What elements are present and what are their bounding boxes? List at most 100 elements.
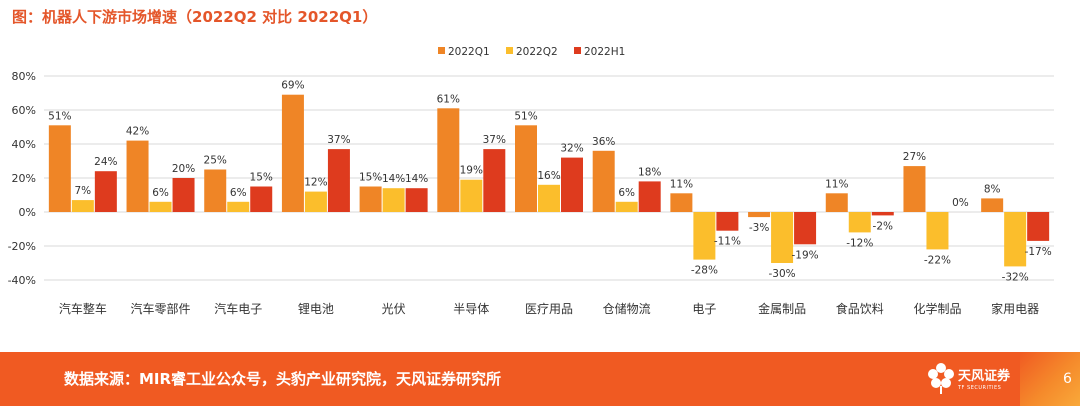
x-tick-label: 半导体: [453, 302, 489, 316]
bar-2022H1: [1027, 212, 1050, 241]
x-tick-label: 食品饮料: [836, 301, 884, 316]
y-tick-label: 0%: [19, 206, 36, 219]
logo-name: 天风证券: [958, 369, 1011, 384]
bar-2022Q1: [437, 108, 460, 212]
data-label: -12%: [846, 237, 873, 249]
data-label: 37%: [327, 134, 350, 146]
legend-swatch: [438, 47, 445, 54]
x-tick-label: 仓储物流: [603, 301, 651, 316]
legend-label: 2022Q2: [516, 46, 558, 58]
x-tick-label: 电子: [692, 302, 716, 316]
bar-2022Q1: [204, 169, 227, 212]
bars: [48, 94, 1050, 267]
logo-subtitle: TF SECURITIES: [958, 385, 1002, 391]
x-tick-label: 汽车零部件: [131, 301, 191, 316]
data-labels: 51%7%24%42%6%20%25%6%15%69%12%37%15% 14% 1…: [48, 80, 1052, 284]
data-label: -19%: [792, 249, 819, 261]
data-label: 7%: [75, 185, 92, 197]
data-label: 32%: [560, 143, 583, 155]
y-tick-label: 60%: [12, 104, 36, 117]
bar-2022Q2: [693, 212, 716, 260]
bar-2022Q2: [227, 201, 250, 212]
legend-label: 2022H1: [584, 46, 625, 58]
data-label: 14%: [382, 173, 405, 185]
bar-2022Q1: [126, 140, 149, 212]
bar-2022H1: [250, 186, 273, 212]
data-label: 61%: [437, 93, 460, 105]
legend-swatch: [574, 47, 581, 54]
y-tick-label: -20%: [8, 240, 36, 253]
data-label: -17%: [1025, 246, 1052, 258]
bar-2022Q1: [359, 186, 382, 212]
data-label: 15%: [359, 172, 382, 184]
legend-swatch: [506, 47, 513, 54]
data-label: 69%: [281, 80, 304, 92]
bar-2022Q1: [515, 125, 537, 212]
data-label: 51%: [48, 110, 71, 122]
y-axis: -40% -20% 0% 20% 40% 60% 80%: [8, 70, 36, 287]
bar-2022Q1: [748, 212, 771, 218]
bar-2022H1: [483, 149, 506, 212]
bar-2022H1: [794, 212, 817, 245]
data-label: 14%: [405, 173, 428, 185]
bar-2022H1: [561, 157, 583, 212]
data-label: 19%: [460, 165, 483, 177]
bar-2022Q2: [771, 212, 794, 263]
data-label: 15%: [250, 172, 273, 184]
data-label: 6%: [618, 187, 635, 199]
data-label: 12%: [304, 177, 327, 189]
y-tick-label: 20%: [12, 172, 36, 185]
x-tick-label: 汽车电子: [214, 301, 262, 316]
y-tick-label: 40%: [12, 138, 36, 151]
data-label: -32%: [1002, 271, 1029, 283]
bar-2022Q2: [460, 179, 483, 212]
bar-2022Q1: [670, 193, 693, 212]
bar-chart: -40%-20%0%20%40%60%80% 51%7%24%42%6%20%2…: [8, 46, 1054, 316]
data-label: 6%: [230, 187, 247, 199]
bar-2022H1: [94, 171, 117, 212]
data-label: 18%: [638, 166, 661, 178]
chart-title: 图：机器人下游市场增速（2022Q2 对比 2022Q1）: [12, 8, 378, 26]
bar-2022Q1: [592, 150, 615, 212]
bar-2022Q2: [538, 184, 560, 212]
bar-2022H1: [716, 212, 739, 231]
data-label: 25%: [204, 155, 227, 167]
bar-2022H1: [871, 212, 894, 216]
bar-2022Q2: [926, 212, 949, 250]
bar-2022Q2: [615, 201, 638, 212]
data-source: 数据来源：MIR睿工业公众号，头豹产业研究院，天风证券研究所: [64, 370, 502, 388]
footer-decoration: [1020, 352, 1080, 406]
data-label: 11%: [825, 178, 848, 190]
data-label: 8%: [984, 183, 1001, 195]
bar-2022Q2: [149, 201, 172, 212]
y-tick-label: -40%: [8, 274, 36, 287]
data-label: 36%: [592, 136, 615, 148]
bar-2022Q2: [848, 212, 871, 233]
x-tick-label: 锂电池: [298, 301, 334, 316]
data-label: 24%: [94, 156, 117, 168]
x-axis: 汽车整车 汽车零部件 汽车电子 锂电池 光伏 半导体 医疗用品 仓储物流 电子 金属制品 食品饮料 化…: [59, 301, 1039, 316]
x-tick-label: 医疗用品: [525, 302, 573, 316]
flower-icon: [928, 363, 954, 394]
x-tick-label: 家用电器: [991, 301, 1039, 316]
bar-2022Q2: [304, 191, 327, 212]
data-label: 6%: [152, 187, 169, 199]
footer-bar: 数据来源：MIR睿工业公众号，头豹产业研究院，天风证券研究所 天风证券 TF S…: [0, 352, 1080, 406]
data-label: 51%: [514, 110, 537, 122]
bar-2022Q2: [71, 200, 94, 212]
bar-2022H1: [327, 149, 350, 212]
data-label: 27%: [903, 151, 926, 163]
data-label: -2%: [873, 220, 893, 232]
bar-2022Q1: [281, 94, 304, 212]
data-label: 11%: [670, 178, 693, 190]
bar-2022Q2: [1004, 212, 1027, 267]
bar-2022Q2: [382, 188, 405, 212]
bar-2022H1: [638, 181, 661, 212]
page-number: 6: [1063, 371, 1072, 387]
data-label: -22%: [924, 254, 951, 266]
bar-2022Q1: [981, 198, 1004, 212]
data-label: -11%: [714, 236, 741, 248]
data-label: 20%: [172, 163, 195, 175]
legend-label: 2022Q1: [448, 46, 490, 58]
tf-securities-logo: 天风证券 TF SECURITIES: [926, 361, 1026, 401]
